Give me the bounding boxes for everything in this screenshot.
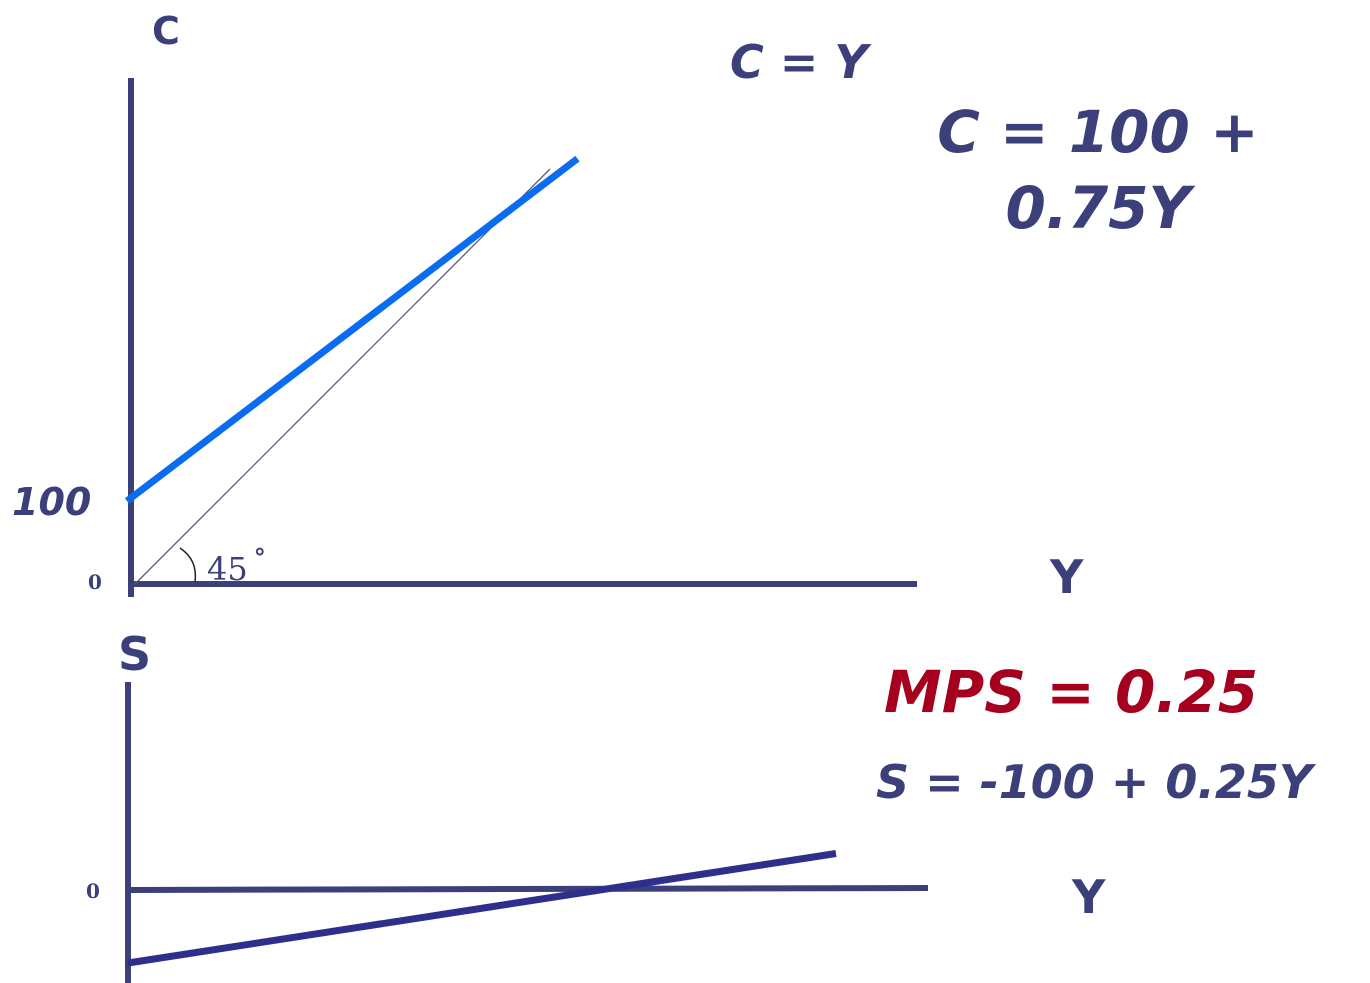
angle-label: 45 °: [207, 543, 266, 588]
bottom-y-axis-label: S: [118, 627, 151, 681]
saving-line: [127, 850, 837, 967]
consumption-chart: C Y 0 100 45 ° C = Y C = 100 + 0.75Y: [12, 9, 1259, 604]
mps-annotation: MPS = 0.25: [884, 658, 1258, 726]
saving-equation: S = -100 + 0.25Y: [876, 755, 1317, 809]
saving-chart: S Y 0 MPS = 0.25 S = -100 + 0.25Y: [86, 627, 1317, 983]
angle-value: 45: [207, 550, 248, 588]
forty-five-degree-line: [134, 168, 551, 585]
consumption-line: [124, 155, 580, 504]
angle-arc: [179, 547, 197, 583]
consumption-equation-line2: 0.75Y: [1005, 174, 1195, 242]
bottom-x-axis: [127, 885, 929, 893]
top-x-axis-label: Y: [1049, 550, 1084, 604]
ytick-100-label: 100: [12, 480, 91, 524]
top-y-axis-label: C: [152, 9, 180, 53]
top-origin-label: 0: [88, 570, 102, 594]
bottom-origin-label: 0: [86, 879, 100, 903]
consumption-equation-line1: C = 100 +: [937, 98, 1258, 166]
bottom-x-axis-label: Y: [1071, 870, 1106, 924]
degree-symbol: °: [254, 543, 266, 572]
forty-five-line-label: C = Y: [730, 35, 872, 89]
